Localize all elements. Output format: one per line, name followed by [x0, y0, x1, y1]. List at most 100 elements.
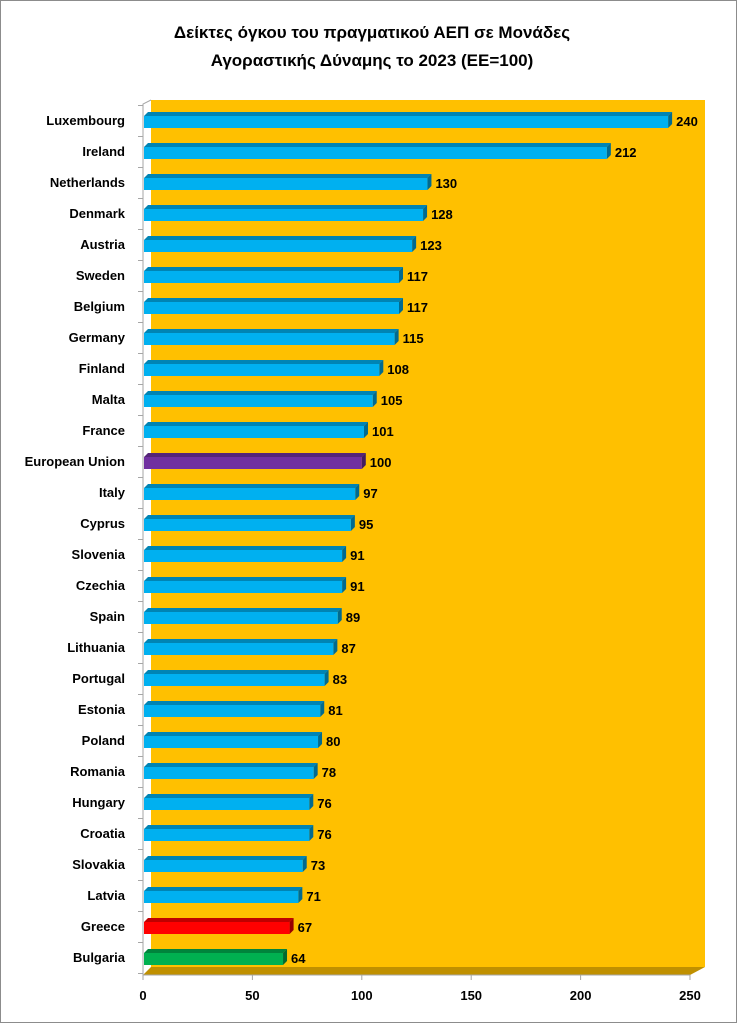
- bar-top-face: [144, 236, 417, 240]
- bar-germany: [144, 329, 399, 345]
- value-label: 101: [372, 424, 394, 439]
- bar-bulgaria: [144, 949, 288, 965]
- bar-top-face: [144, 298, 403, 302]
- bar-top-face: [144, 887, 303, 891]
- bar-lithuania: [144, 639, 338, 655]
- category-label: Luxembourg: [46, 113, 125, 128]
- bar-top-face: [144, 205, 428, 209]
- bar-top-face: [144, 670, 329, 674]
- bar-top-face: [144, 763, 318, 767]
- bar-slovakia: [144, 856, 307, 872]
- bar-front-face: [144, 240, 413, 252]
- value-label: 115: [403, 331, 424, 346]
- bar-side-face: [333, 639, 338, 655]
- value-label: 123: [420, 238, 442, 253]
- bar-side-face: [412, 236, 417, 252]
- category-label: Malta: [92, 392, 126, 407]
- bar-croatia: [144, 825, 314, 841]
- bar-side-face: [309, 825, 314, 841]
- bar-front-face: [144, 860, 303, 872]
- value-label: 212: [615, 145, 637, 160]
- bar-top-face: [144, 639, 338, 643]
- category-label: Sweden: [76, 268, 125, 283]
- value-label: 71: [306, 889, 320, 904]
- bar-slovenia: [144, 546, 347, 562]
- bar-top-face: [144, 949, 288, 953]
- y-axis-line: [142, 99, 152, 975]
- bar-front-face: [144, 116, 669, 128]
- bar-belgium: [144, 298, 403, 314]
- bar-side-face: [313, 763, 318, 779]
- bar-front-face: [144, 147, 607, 159]
- bar-top-face: [144, 422, 368, 426]
- bar-front-face: [144, 488, 356, 500]
- value-label: 89: [346, 610, 360, 625]
- bar-top-face: [144, 856, 307, 860]
- bar-front-face: [144, 767, 314, 779]
- category-label: Croatia: [80, 826, 126, 841]
- value-label: 91: [350, 548, 364, 563]
- bar-side-face: [606, 143, 611, 159]
- value-label: 76: [317, 827, 331, 842]
- bar-side-face: [350, 515, 355, 531]
- bar-top-face: [144, 174, 432, 178]
- bar-side-face: [398, 298, 403, 314]
- chart-title-line-2: Αγοραστικής Δύναμης το 2023 (ΕΕ=100): [211, 51, 534, 70]
- bar-side-face: [283, 949, 288, 965]
- bar-front-face: [144, 550, 343, 562]
- bar-front-face: [144, 922, 290, 934]
- bar-european-union: [144, 453, 366, 469]
- category-label: Cyprus: [80, 516, 125, 531]
- bar-front-face: [144, 736, 319, 748]
- bar-front-face: [144, 891, 299, 903]
- category-label: Poland: [82, 733, 125, 748]
- bar-front-face: [144, 395, 373, 407]
- value-label: 117: [407, 269, 428, 284]
- bar-top-face: [144, 391, 377, 395]
- value-label: 91: [350, 579, 364, 594]
- bar-side-face: [337, 608, 342, 624]
- bar-top-face: [144, 329, 399, 333]
- bar-hungary: [144, 794, 314, 810]
- category-label: European Union: [25, 454, 125, 469]
- bar-front-face: [144, 581, 343, 593]
- category-label: Austria: [80, 237, 126, 252]
- category-label: Ireland: [82, 144, 125, 159]
- category-label: Greece: [81, 919, 125, 934]
- bar-front-face: [144, 333, 395, 345]
- bar-top-face: [144, 546, 347, 550]
- value-label: 240: [676, 114, 698, 129]
- bar-front-face: [144, 705, 321, 717]
- bar-top-face: [144, 794, 314, 798]
- bar-top-face: [144, 577, 347, 581]
- bar-top-face: [144, 918, 294, 922]
- category-label: Czechia: [76, 578, 126, 593]
- x-tick-label: 100: [351, 988, 373, 1003]
- category-label: Denmark: [69, 206, 125, 221]
- value-label: 130: [435, 176, 457, 191]
- bar-side-face: [423, 205, 428, 221]
- bar-top-face: [144, 267, 403, 271]
- bar-side-face: [372, 391, 377, 407]
- bar-side-face: [361, 453, 366, 469]
- bar-side-face: [342, 577, 347, 593]
- category-label: Finland: [79, 361, 125, 376]
- bar-top-face: [144, 112, 673, 116]
- category-label: Hungary: [72, 795, 126, 810]
- bar-side-face: [309, 794, 314, 810]
- bar-front-face: [144, 302, 399, 314]
- bar-spain: [144, 608, 342, 624]
- bar-luxembourg: [144, 112, 673, 128]
- bar-side-face: [302, 856, 307, 872]
- category-label: Netherlands: [50, 175, 125, 190]
- bar-side-face: [668, 112, 673, 128]
- category-label: Slovenia: [72, 547, 126, 562]
- bar-cyprus: [144, 515, 355, 531]
- bar-top-face: [144, 143, 611, 147]
- bar-side-face: [394, 329, 399, 345]
- bar-denmark: [144, 205, 428, 221]
- x-tick-label: 50: [245, 988, 259, 1003]
- x-tick-label: 250: [679, 988, 701, 1003]
- bar-front-face: [144, 426, 364, 438]
